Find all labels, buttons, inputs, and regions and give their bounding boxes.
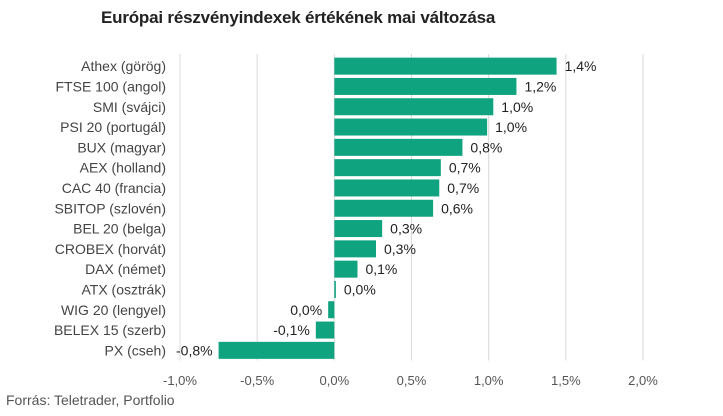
data-label: -0,8% <box>176 342 213 358</box>
bar <box>334 57 557 75</box>
data-labels: 1,4% 1,2% 1,0% 1,0% 0,8% 0,7% 0,7% 0,6% 0,3% 0,3%… <box>176 58 596 358</box>
x-tick-labels: -1,0% -0,5% 0,0% 0,5% 1,0% 1,5% 2,0% <box>163 373 658 388</box>
category-label: FTSE 100 (angol) <box>56 78 167 94</box>
data-label: 1,2% <box>524 78 556 94</box>
bar <box>334 77 517 95</box>
category-label: BELEX 15 (szerb) <box>54 322 166 338</box>
bar <box>334 159 441 177</box>
data-label: 0,8% <box>470 139 502 155</box>
data-label: 1,4% <box>565 58 597 74</box>
data-label: 0,3% <box>390 221 422 237</box>
data-label: 0,7% <box>449 160 481 176</box>
data-label: 0,0% <box>290 302 322 318</box>
bars <box>218 57 557 359</box>
bar <box>334 179 440 197</box>
category-label: Athex (görög) <box>81 58 166 74</box>
bar <box>218 341 335 359</box>
bar <box>334 138 463 156</box>
bar <box>328 301 335 319</box>
bar <box>334 118 488 136</box>
category-label: CROBEX (horvát) <box>55 241 166 257</box>
x-tick-label: -0,5% <box>240 373 274 388</box>
category-label: BEL 20 (belga) <box>73 221 166 237</box>
category-label: WIG 20 (lengyel) <box>61 302 166 318</box>
data-label: 0,7% <box>447 180 479 196</box>
x-tick-label: 1,0% <box>474 373 504 388</box>
category-label: ATX (osztrák) <box>81 281 166 297</box>
category-label: PSI 20 (portugál) <box>60 119 166 135</box>
x-tick-label: 2,0% <box>628 373 658 388</box>
x-tick-label: 0,0% <box>320 373 350 388</box>
category-labels: Athex (görög) FTSE 100 (angol) SMI (svájci… <box>54 58 166 358</box>
x-tick-label: 1,5% <box>551 373 581 388</box>
bar <box>315 321 335 339</box>
category-label: BUX (magyar) <box>77 139 166 155</box>
category-label: CAC 40 (francia) <box>62 180 166 196</box>
data-label: 0,1% <box>365 261 397 277</box>
category-label: SMI (svájci) <box>93 99 166 115</box>
source-note: Forrás: Teletrader, Portfolio <box>6 392 175 408</box>
x-tick-label: 0,5% <box>397 373 427 388</box>
bar <box>334 199 434 217</box>
category-label: PX (cseh) <box>105 342 166 358</box>
data-label: -0,1% <box>273 322 310 338</box>
bar <box>334 280 336 298</box>
category-label: DAX (német) <box>85 261 166 277</box>
category-label: AEX (holland) <box>80 160 166 176</box>
data-label: 0,3% <box>384 241 416 257</box>
bar <box>334 240 377 258</box>
x-tick-label: -1,0% <box>163 373 197 388</box>
data-label: 0,6% <box>441 200 473 216</box>
data-label: 1,0% <box>495 119 527 135</box>
data-label: 1,0% <box>501 99 533 115</box>
bar <box>334 260 358 278</box>
category-label: SBITOP (szlovén) <box>54 200 166 216</box>
bar <box>334 98 494 116</box>
bar <box>334 220 383 238</box>
chart-title: Európai részvényindexek értékének mai vá… <box>101 8 496 27</box>
data-label: 0,0% <box>344 281 376 297</box>
